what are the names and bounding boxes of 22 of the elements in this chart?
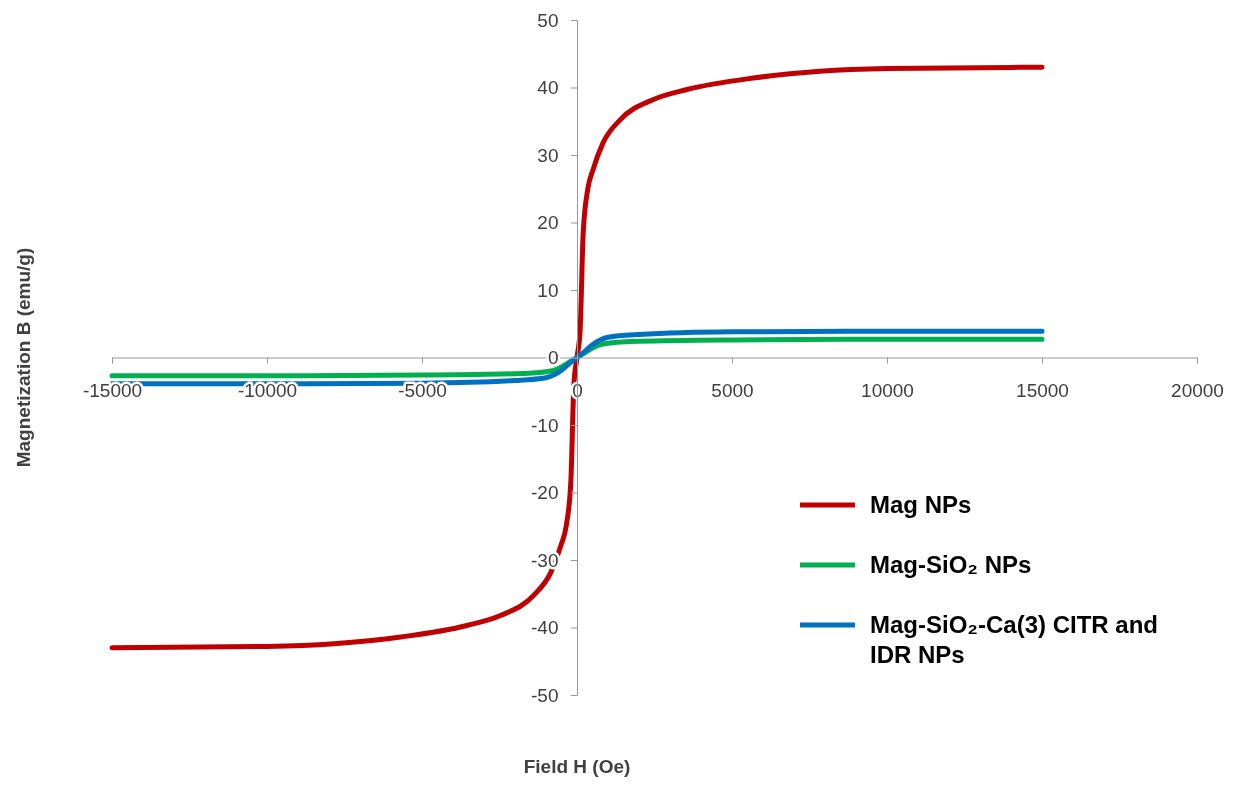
y-tick-label: 10 (537, 279, 559, 301)
x-tick-label: 10000 (861, 379, 914, 401)
y-tick-label: -50 (531, 684, 559, 706)
y-tick-label: 30 (537, 144, 559, 166)
x-tick-label: 20000 (1171, 379, 1224, 401)
legend-label: Mag-SiO₂-Ca(3) CITR and IDR NPs (870, 611, 1158, 668)
y-tick-label: -20 (531, 482, 559, 504)
x-tick-label: -15000 (82, 379, 143, 401)
y-tick-label: 50 (537, 9, 559, 31)
x-axis-title: Field H (Oe) (523, 756, 631, 777)
legend-label: Mag-SiO₂ NPs (870, 551, 1032, 578)
y-axis-title: Magnetization B (emu/g) (13, 247, 34, 468)
x-tick-label: 5000 (711, 379, 754, 401)
x-tick-label: 15000 (1016, 379, 1069, 401)
x-tick-label: -10000 (237, 379, 298, 401)
y-tick-label: -40 (531, 617, 559, 639)
y-tick-label: 40 (537, 77, 559, 99)
legend-label: Mag NPs (870, 491, 972, 518)
y-tick-label: 20 (537, 212, 559, 234)
y-tick-label: 0 (547, 347, 559, 369)
y-tick-label: -10 (531, 414, 559, 436)
x-tick-label: -5000 (398, 379, 447, 401)
